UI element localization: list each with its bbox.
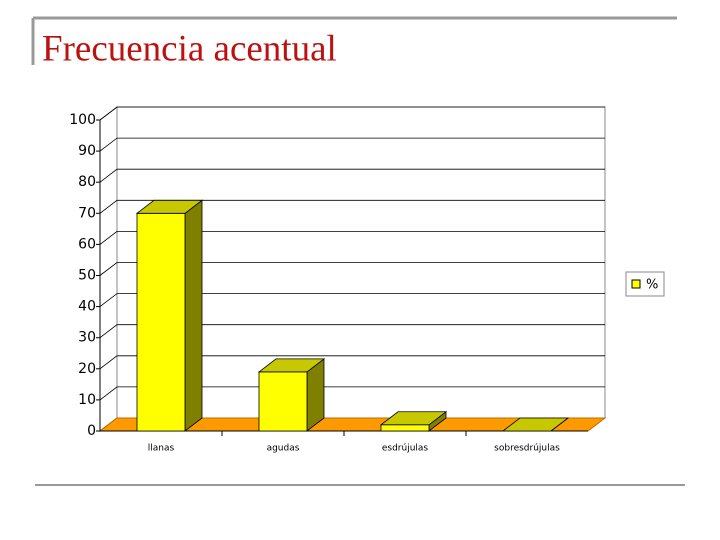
y-tick-label: 30 xyxy=(78,330,96,346)
x-tick-label: llanas xyxy=(148,444,175,454)
bar-top xyxy=(135,199,204,214)
y-tick-label: 70 xyxy=(78,205,96,221)
grid-line xyxy=(99,199,605,214)
legend-swatch xyxy=(631,279,641,289)
grid-line xyxy=(99,137,605,152)
grid-line xyxy=(99,106,605,121)
grid-line xyxy=(99,355,605,370)
y-tick-label: 90 xyxy=(78,143,96,159)
grid-line xyxy=(99,262,605,276)
x-tick-label: agudas xyxy=(267,444,300,454)
y-tick-label: 40 xyxy=(78,299,96,315)
bar-side xyxy=(184,199,203,432)
y-tick-label: 50 xyxy=(78,268,96,284)
y-tick-label: 100 xyxy=(69,112,96,128)
legend-label: % xyxy=(646,278,658,293)
grid-line xyxy=(99,324,605,339)
legend: % xyxy=(625,271,665,297)
grid-line xyxy=(99,293,605,307)
grid-line xyxy=(99,386,605,401)
y-tick-label: 10 xyxy=(78,392,96,408)
bar-top xyxy=(501,417,570,432)
bar-top xyxy=(257,358,326,373)
chart-title: Frecuencia acentual xyxy=(42,28,337,69)
y-tick-label: 80 xyxy=(78,174,96,190)
bar xyxy=(258,371,308,432)
bar-top xyxy=(379,411,448,426)
bar xyxy=(136,212,186,432)
x-tick-label: esdrújulas xyxy=(382,444,429,454)
grid-line xyxy=(99,168,605,183)
y-tick-label: 20 xyxy=(78,361,96,377)
grid-line xyxy=(99,231,605,245)
bar xyxy=(380,424,430,432)
y-tick-label: 0 xyxy=(87,423,96,439)
x-tick-label: sobresdrújulas xyxy=(494,444,560,454)
y-tick-label: 60 xyxy=(78,236,96,252)
